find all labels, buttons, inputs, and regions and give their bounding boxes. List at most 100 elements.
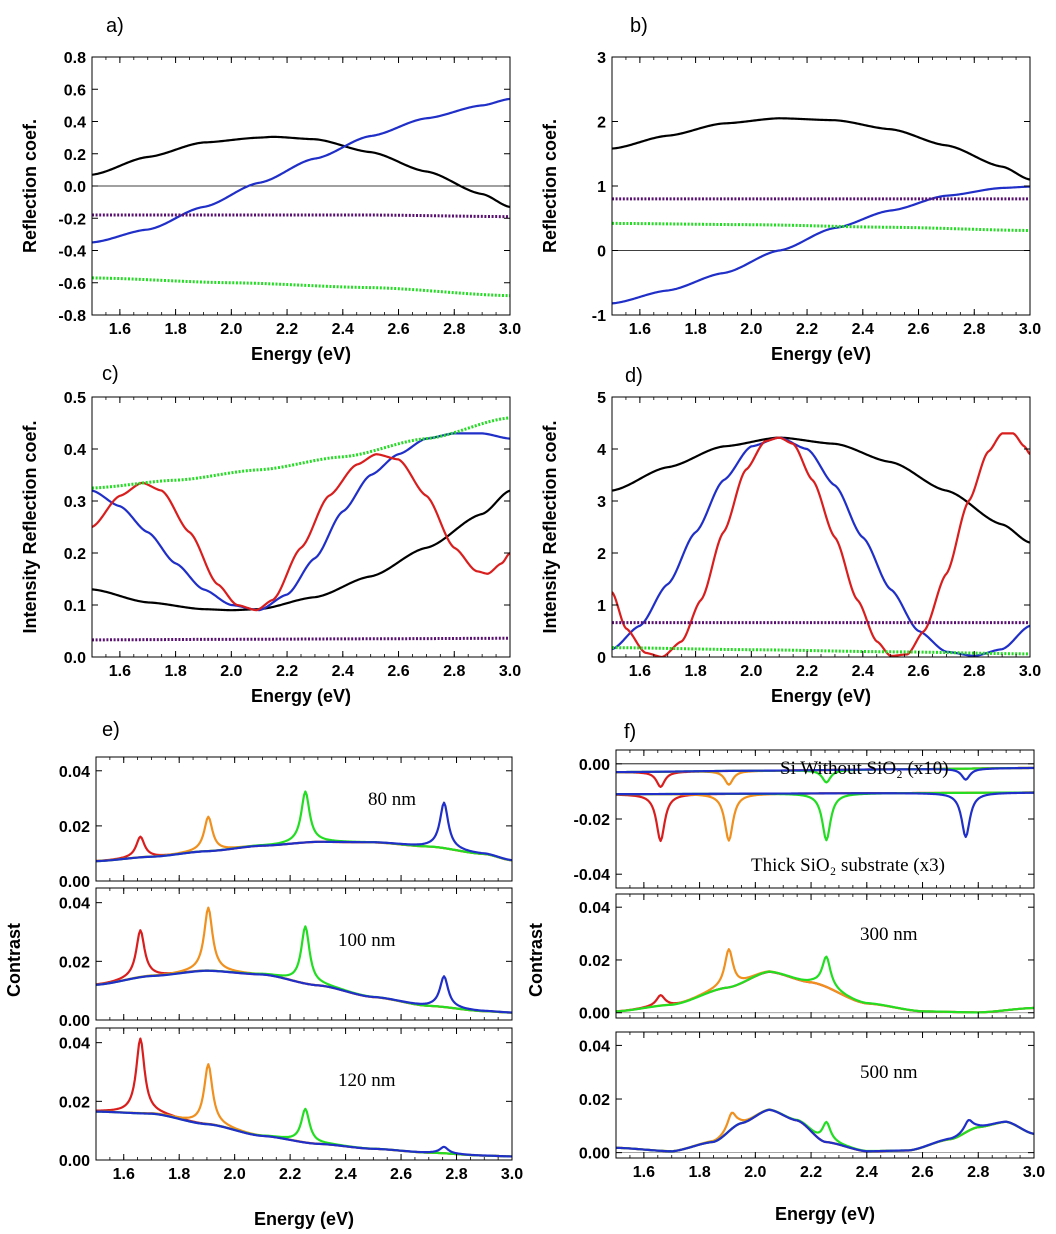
panel-c-series-black [92, 489, 510, 612]
panel-f-sub0-series-blue-bottom [616, 791, 1034, 839]
panel-c-series-purple [92, 636, 510, 642]
panel-f-sub0-series-blue-top [616, 766, 1034, 781]
panel-e-sub1-series-red [96, 929, 512, 1014]
panel-f-sub2-ytick-label: 0.02 [579, 1092, 610, 1109]
panel-e-sub1-ytick-label: 0.02 [59, 954, 90, 971]
panel-f-sub2-ytick-label: 0.00 [579, 1146, 610, 1163]
panel-b-xtick-label: 2.4 [852, 321, 874, 338]
panel-f-sub0-ytick-label: 0.00 [579, 757, 610, 774]
panel-e-sub2-ytick-label: 0.04 [59, 1036, 90, 1053]
panel-f-sub2-ytick-label: 0.04 [579, 1038, 610, 1055]
panel-e-sub2-ytick-label: 0.02 [59, 1094, 90, 1111]
panel-c-series-red [92, 453, 510, 612]
panel-a-ytick-label: 0.2 [64, 147, 86, 164]
panel-d-xtick-label: 2.8 [963, 663, 985, 680]
panel-b-xtick-label: 2.0 [740, 321, 762, 338]
panel-e-sub2-xtick-label: 1.6 [113, 1166, 135, 1183]
panel-c-series-green [92, 416, 510, 490]
panel-c-xtick-label: 2.8 [443, 663, 465, 680]
panel-c-xtick-label: 3.0 [499, 663, 521, 680]
panel-a-xtick-label: 1.6 [109, 321, 131, 338]
panel-label-c: c) [102, 363, 119, 385]
panel-e-sub2-xtick-label: 1.8 [168, 1166, 190, 1183]
panel-b-ytick-label: 2 [597, 115, 606, 132]
panel-e-sub1-series-group [96, 906, 512, 1014]
panel-a-xtick-label: 2.8 [443, 321, 465, 338]
panel-e-annotation-0: 80 nm [368, 789, 416, 810]
panel-d-series-red [612, 432, 1030, 657]
panel-b-series-blue [612, 185, 1030, 305]
panel-b-frame [611, 56, 1031, 316]
panel-f-sub1-ytick-label: 0.00 [579, 1006, 610, 1023]
panel-f-sub2-xtick-label: 2.6 [911, 1164, 933, 1181]
panel-a-series-purple [92, 213, 510, 219]
panel-a-xlabel: Energy (eV) [251, 344, 351, 364]
panel-c-ytick-label: 0.0 [64, 650, 86, 667]
panel-e-sub0-series-group [96, 790, 512, 863]
panel-f-sub2-series-green [616, 1108, 1034, 1153]
panel-f-sub2-xtick-label: 1.8 [688, 1164, 710, 1181]
panel-d-xtick-label: 2.6 [907, 663, 929, 680]
panel-c-ytick-label: 0.5 [64, 390, 86, 407]
panel-f-sub2-series-group [616, 1108, 1034, 1153]
panel-e-sub1-ytick-label: 0.04 [59, 896, 90, 913]
panel-a-ytick-label: 0.0 [64, 179, 86, 196]
panel-d-frame [611, 396, 1031, 658]
panel-f-sub1-series-green [616, 955, 1034, 1014]
panel-label-e: e) [102, 719, 120, 741]
panel-d-xtick-label: 1.8 [684, 663, 706, 680]
panel-b-xtick-label: 2.2 [796, 321, 818, 338]
panel-a-xtick-label: 2.0 [220, 321, 242, 338]
panel-d-ytick-label: 1 [597, 598, 606, 615]
panel-a-ytick-label: 0.6 [64, 82, 86, 99]
panel-b-xtick-label: 3.0 [1019, 321, 1041, 338]
panel-f-xlabel: Energy (eV) [775, 1204, 875, 1224]
panel-f-ylabel: Contrast [526, 923, 546, 997]
panel-c-xtick-label: 1.8 [164, 663, 186, 680]
panel-a-series-green [92, 276, 510, 298]
panel-a-xtick-label: 2.6 [387, 321, 409, 338]
panel-e-xlabel: Energy (eV) [254, 1209, 354, 1229]
panel-d-xtick-label: 2.2 [796, 663, 818, 680]
panel-f-sub2-xtick-label: 2.4 [856, 1164, 878, 1181]
panel-c-frame [91, 396, 511, 658]
panel-d-ytick-label: 5 [597, 390, 606, 407]
panel-e-sub1-series-blue [96, 969, 512, 1014]
panel-c-series-blue [92, 432, 510, 612]
panel-e-sub2-series-green [96, 1107, 512, 1158]
panel-b-xtick-label: 2.6 [907, 321, 929, 338]
panel-c-xtick-label: 2.6 [387, 663, 409, 680]
panel-f-sub1-series-red [616, 970, 1034, 1014]
panel-b-ylabel: Reflection coef. [540, 119, 560, 253]
panel-e-sub2-xtick-label: 2.0 [224, 1166, 246, 1183]
panel-d-xlabel: Energy (eV) [771, 686, 871, 706]
panel-f-sub0-ytick-label: -0.02 [574, 812, 611, 829]
panel-f-sub2-xtick-label: 3.0 [1023, 1164, 1045, 1181]
panel-f-sub1-ytick-label: 0.04 [579, 900, 610, 917]
panel-f-sub2-xtick-label: 2.8 [967, 1164, 989, 1181]
panel-d-xtick-label: 2.4 [852, 663, 874, 680]
panel-e-sub2-series-red [96, 1037, 512, 1158]
panel-c-xlabel: Energy (eV) [251, 686, 351, 706]
panel-e-sub2-series-group [96, 1037, 512, 1158]
panel-a-ytick-label: -0.4 [58, 244, 86, 261]
panel-d-series-green [612, 646, 1030, 656]
panel-a-series-blue [92, 97, 510, 244]
panel-d-ytick-label: 0 [597, 650, 606, 667]
panel-e-annotation-1: 100 nm [338, 930, 396, 951]
panel-b-xlabel: Energy (eV) [771, 344, 871, 364]
panel-d-ytick-label: 4 [597, 442, 606, 459]
panel-a-ytick-label: -0.6 [58, 276, 86, 293]
panel-d-series-group [612, 432, 1030, 657]
panel-d-xtick-label: 3.0 [1019, 663, 1041, 680]
panel-label-b: b) [630, 15, 648, 37]
panel-f-sub1-ytick-label: 0.02 [579, 953, 610, 970]
panel-d-ytick-label: 2 [597, 546, 606, 563]
panel-e-sub1-series-orange [96, 906, 512, 1014]
panel-f-sub1-series-group [616, 948, 1034, 1014]
panel-e-sub2-xtick-label: 3.0 [501, 1166, 523, 1183]
panel-f-sub1-frame [615, 893, 1035, 1019]
panel-f-annotation-si: Si Without SiO₂ (x10) [780, 758, 949, 779]
panel-a-xtick-label: 3.0 [499, 321, 521, 338]
